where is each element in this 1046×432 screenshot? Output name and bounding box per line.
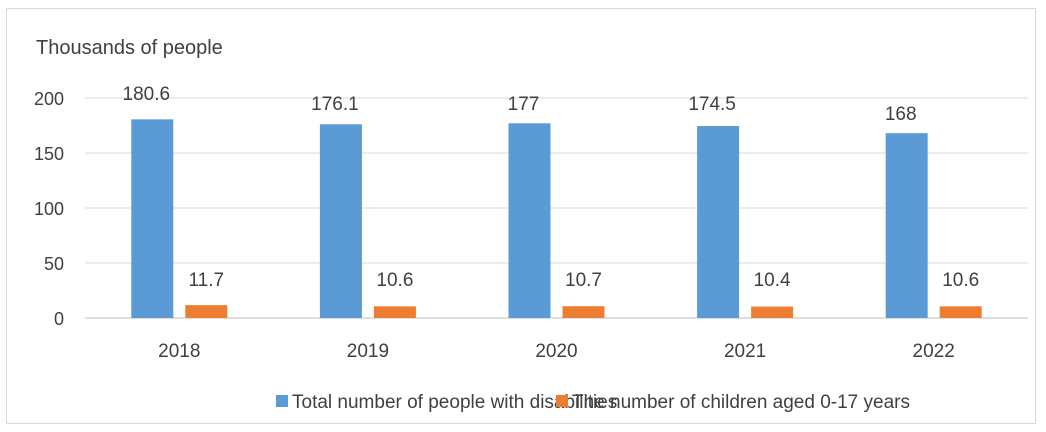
x-tick-label: 2019 [347,341,389,362]
bar-series-0 [885,133,928,318]
y-tick-label: 100 [34,199,64,219]
x-tick-label: 2021 [724,341,766,362]
legend-label: The number of children aged 0-17 years [572,392,910,413]
y-tick-label: 200 [34,89,64,109]
bar-series-0 [319,124,362,318]
x-tick-label: 2018 [158,341,200,362]
y-tick-label: 150 [34,144,64,164]
data-label: 10.4 [754,270,791,291]
data-label: 10.6 [376,270,413,291]
legend-label: Total number of people with disabilities [292,392,617,413]
data-label: 177 [508,94,540,115]
data-label: 180.6 [123,84,171,105]
data-label: 174.5 [688,94,736,115]
bar-series-0 [508,123,551,318]
x-tick-label: 2020 [535,341,577,362]
data-label: 10.6 [942,270,979,291]
bar-series-0 [697,126,740,318]
legend-swatch [556,395,568,407]
x-axis-ticks: 2018 2019 2020 2021 2022 [158,341,955,362]
y-axis-label: Thousands of people [36,37,223,59]
y-tick-label: 50 [44,254,64,274]
gridlines [85,97,1028,319]
data-label: 168 [885,104,917,125]
bar-series-1 [562,306,605,318]
y-axis-ticks: 0 50 100 150 200 [34,89,64,329]
bar-series-0 [131,119,174,318]
y-tick-label: 0 [54,309,64,329]
x-tick-label: 2022 [913,341,955,362]
bar-series-1 [939,306,982,318]
data-label: 10.7 [565,270,602,291]
bar-series-1 [751,306,794,318]
legend-swatch [276,395,288,407]
bar-series-1 [185,305,228,318]
bar-series-1 [373,306,416,318]
data-label: 176.1 [311,94,359,115]
data-label: 11.7 [189,270,225,291]
bars: 180.6 11.7 176.1 10.6 177 10.7 174.5 10.4 168 10.… [123,84,982,318]
legend: Total number of people with disabilities… [276,392,910,413]
